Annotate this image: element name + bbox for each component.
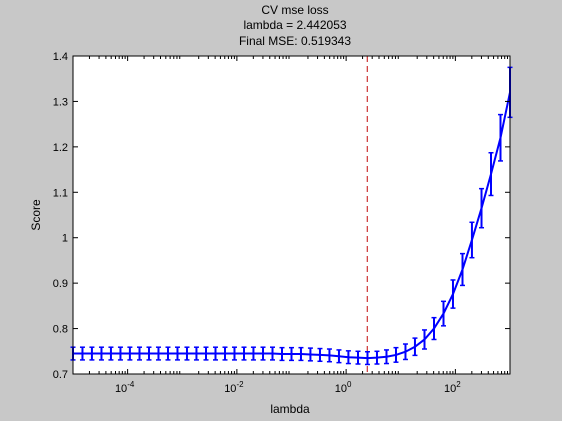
error-bar [450, 279, 456, 309]
chart-title-line-2: lambda = 2.442053 [243, 18, 346, 32]
error-bar [469, 221, 475, 259]
error-bar [393, 346, 399, 363]
error-bar [459, 252, 465, 287]
y-tick-label: 1.4 [53, 51, 68, 63]
error-bar [108, 346, 114, 361]
error-bar [250, 346, 256, 361]
error-bar [231, 346, 237, 361]
error-bar [155, 346, 161, 361]
y-tick-label: 0.9 [53, 278, 68, 290]
error-bar [137, 346, 143, 361]
error-bar [203, 346, 209, 361]
error-bar [326, 348, 332, 363]
error-bar [289, 346, 294, 362]
y-tick-label: 0.7 [53, 369, 68, 381]
error-bar [431, 316, 437, 341]
y-tick-label: 1.1 [53, 187, 68, 199]
y-tick-label: 1 [62, 233, 68, 245]
tick-layer: 0.7 0.8 0.9 1 1.1 1.2 1.3 1.4 10-4 10-2 100 102 [53, 51, 510, 395]
y-axis-label: Score [29, 199, 43, 231]
y-tick-label: 1.3 [53, 96, 68, 108]
plot-area [73, 56, 510, 374]
error-bar [345, 350, 351, 365]
axes-frame [72, 55, 511, 375]
error-bar [488, 152, 494, 197]
error-bar [374, 350, 380, 365]
error-bar [412, 337, 418, 357]
error-bar [117, 346, 123, 361]
error-bar [165, 346, 171, 361]
error-bar [279, 346, 285, 362]
error-bar [260, 346, 266, 361]
chart-title-line-1: CV mse loss [261, 3, 328, 17]
error-bar [127, 346, 133, 361]
error-bar [355, 350, 361, 365]
y-tick-label: 0.8 [53, 324, 68, 336]
error-bar [79, 346, 85, 361]
error-bar [89, 346, 95, 361]
error-bar [479, 187, 485, 229]
error-bar [440, 300, 446, 327]
error-bar [497, 113, 503, 162]
x-tick-label: 10-4 [115, 380, 135, 395]
error-bar [317, 347, 323, 363]
error-bar [364, 350, 370, 366]
error-bar [402, 343, 408, 361]
error-bar [307, 347, 313, 362]
error-bar [222, 346, 228, 361]
error-bar [298, 346, 304, 362]
error-bar [421, 329, 427, 350]
error-bar [270, 346, 276, 361]
error-bar [193, 346, 199, 361]
x-tick-label: 100 [335, 380, 352, 395]
error-bar [98, 346, 104, 361]
error-bar [146, 346, 152, 361]
error-bar [336, 349, 342, 364]
error-bar [174, 346, 180, 361]
error-bar [184, 346, 190, 361]
x-tick-label: 10-2 [224, 380, 244, 395]
chart-title-line-3: Final MSE: 0.519343 [239, 34, 351, 48]
x-axis-label: lambda [270, 402, 310, 416]
y-tick-label: 1.2 [53, 142, 68, 154]
x-tick-label: 102 [444, 380, 461, 395]
error-bar [383, 349, 389, 365]
error-bar [212, 346, 218, 361]
error-bar [241, 346, 247, 361]
